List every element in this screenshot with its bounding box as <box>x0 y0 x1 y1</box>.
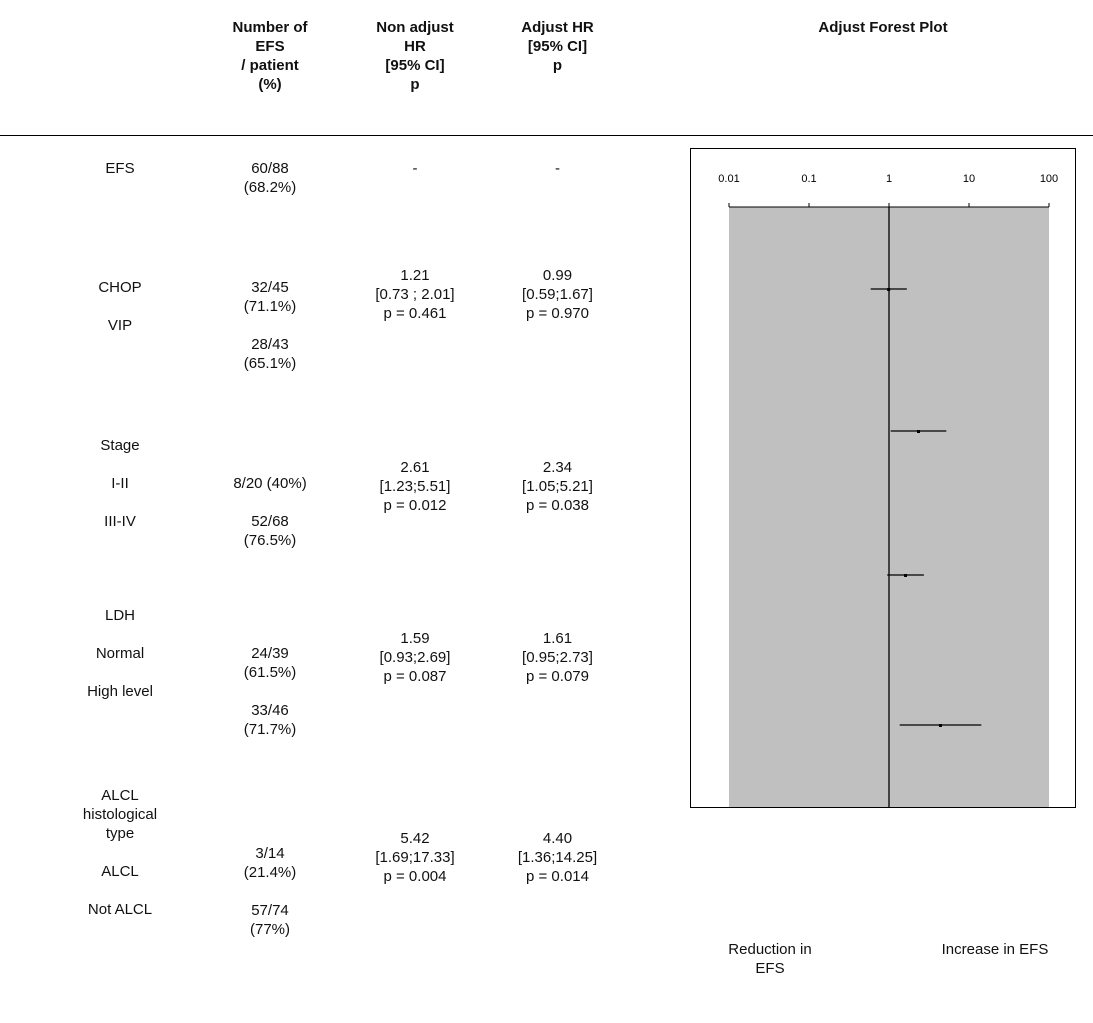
x-tick-label-0: 0.01 <box>718 173 739 185</box>
row-efs-number: 60/88 (68.2%) <box>243 160 297 196</box>
row-efs-adjust: - <box>555 160 560 177</box>
hr-point-2 <box>904 574 908 577</box>
header-divider <box>0 135 1093 136</box>
legend-increase-in-efs: Increase in EFS <box>941 941 1049 958</box>
forest-plot: 0.01 0.1 1 10 100 <box>718 173 1058 807</box>
header-adjust-hr: Adjust HR [95% CI] p <box>521 19 594 74</box>
row-ldh-label: LDH Normal High level <box>87 607 153 700</box>
row-chop-vip-label: CHOP VIP <box>98 279 142 334</box>
row-stage-number: 8/20 (40%) 52/68 (76.5%) <box>233 475 307 549</box>
row-chop-vip-non-adjust: 1.21 [0.73 ; 2.01] p = 0.461 <box>375 267 455 322</box>
x-tick-label-2: 1 <box>886 173 892 185</box>
hr-point-3 <box>938 724 942 727</box>
row-chop-vip-adjust: 0.99 [0.59;1.67] p = 0.970 <box>522 267 593 322</box>
header-number-of-efs: Number of EFS / patient (%) <box>232 19 308 93</box>
x-tick-label-1: 0.1 <box>801 173 816 185</box>
row-ldh-non-adjust: 1.59 [0.93;2.69] p = 0.087 <box>379 630 451 685</box>
forest-plot-frame: 0.01 0.1 1 10 100 <box>690 148 1076 808</box>
x-tick-label-3: 10 <box>963 173 975 185</box>
row-efs-non-adjust: - <box>412 160 418 177</box>
row-alcl-adjust: 4.40 [1.36;14.25] p = 0.014 <box>517 830 598 885</box>
row-alcl-label: ALCL histological type ALCL Not ALCL <box>82 787 158 918</box>
row-alcl-non-adjust: 5.42 [1.69;17.33] p = 0.004 <box>375 830 455 885</box>
legend-reduction-in-efs: Reduction in EFS <box>728 941 812 977</box>
hr-point-1 <box>917 430 921 433</box>
row-efs-label: EFS <box>105 160 135 177</box>
row-alcl-number: 3/14 (21.4%) 57/74 (77%) <box>243 845 297 938</box>
header-forest-plot: Adjust Forest Plot <box>818 19 948 36</box>
row-stage-adjust: 2.34 [1.05;5.21] p = 0.038 <box>522 459 593 514</box>
row-stage-non-adjust: 2.61 [1.23;5.51] p = 0.012 <box>379 459 451 514</box>
hr-point-0 <box>887 288 891 291</box>
row-ldh-number: 24/39 (61.5%) 33/46 (71.7%) <box>243 645 297 738</box>
row-chop-vip-number: 32/45 (71.1%) 28/43 (65.1%) <box>243 279 297 372</box>
header-non-adjust-hr: Non adjust HR [95% CI] p <box>376 19 454 93</box>
row-stage-label: Stage I-II III-IV <box>100 437 140 530</box>
x-tick-label-4: 100 <box>1040 173 1058 185</box>
row-ldh-adjust: 1.61 [0.95;2.73] p = 0.079 <box>522 630 593 685</box>
